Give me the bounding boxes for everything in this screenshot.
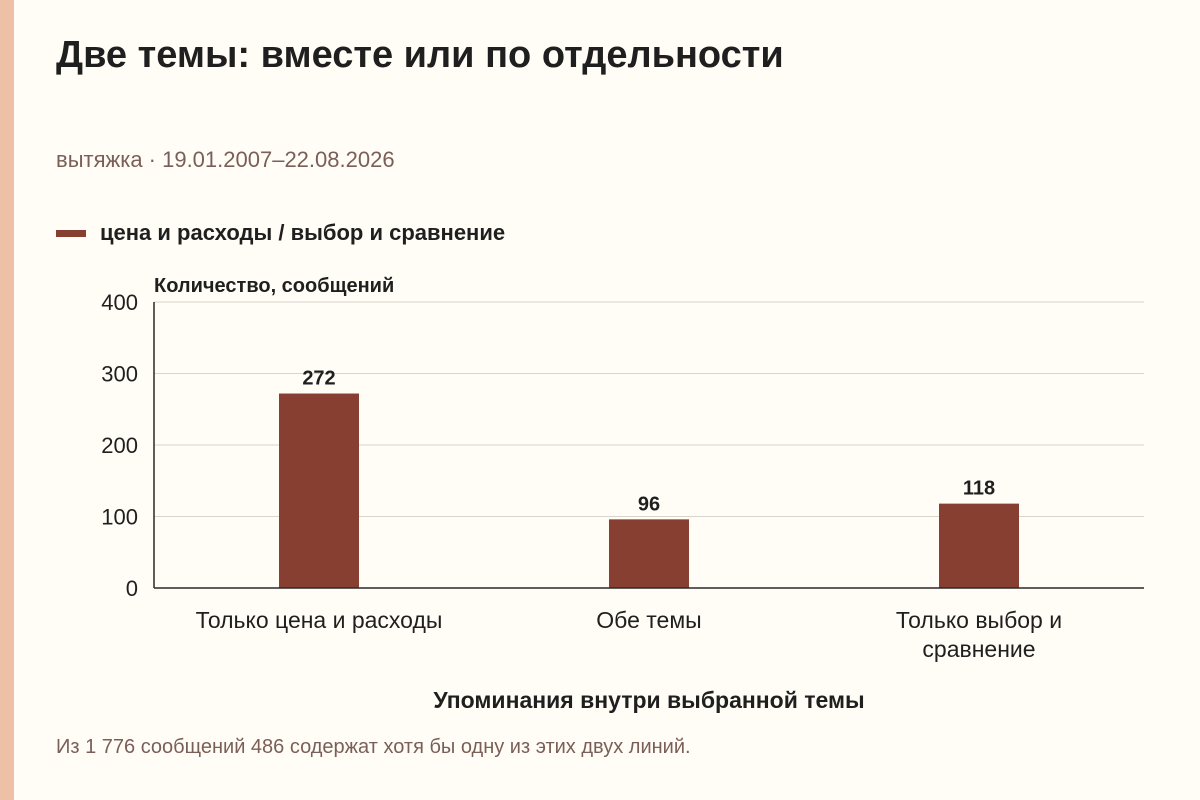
category-label: Только выбор и сравнение [896, 607, 1062, 662]
bars [279, 393, 1019, 588]
y-tick-label: 200 [101, 433, 138, 458]
axes [153, 302, 1144, 589]
y-tick-label: 100 [101, 505, 138, 530]
value-label: 272 [302, 368, 335, 390]
category-labels: Только цена и расходы Обе темы Только выбо… [196, 607, 1063, 662]
legend: цена и расходы / выбор и сравнение [56, 218, 505, 248]
y-axis-title: Количество, сообщений [154, 275, 394, 297]
value-label: 118 [963, 478, 995, 500]
accent-bar [0, 0, 14, 800]
page-subtitle: вытяжка · 19.01.2007–22.08.2026 [56, 147, 395, 172]
legend-label: цена и расходы / выбор и сравнение [100, 220, 506, 245]
footnote: Из 1 776 сообщений 486 содержат хотя бы … [56, 736, 691, 758]
x-axis-title: Упоминания внутри выбранной темы [433, 687, 864, 713]
y-tick-labels: 0 100 200 300 400 [101, 290, 138, 601]
y-tick-label: 0 [126, 576, 138, 601]
value-label: 96 [638, 493, 660, 515]
value-labels: 272 96 118 [302, 368, 995, 516]
legend-swatch [56, 229, 86, 237]
category-label: Только цена и расходы [196, 607, 443, 633]
bar [609, 519, 689, 588]
y-tick-label: 300 [101, 362, 138, 387]
y-tick-label: 400 [101, 290, 138, 315]
category-label: Обе темы [596, 607, 701, 633]
bar [939, 503, 1019, 588]
page-title: Две темы: вместе или по отдельности [56, 34, 784, 76]
bar [279, 393, 359, 588]
